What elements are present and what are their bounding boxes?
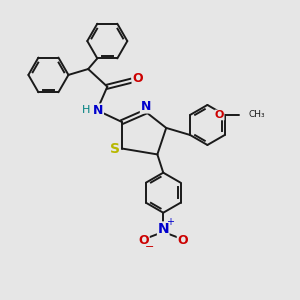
Text: −: − — [145, 242, 154, 252]
Text: O: O — [215, 110, 224, 120]
Text: N: N — [158, 222, 169, 236]
Text: +: + — [166, 218, 174, 227]
Text: N: N — [93, 104, 104, 117]
Text: H: H — [82, 105, 91, 115]
Text: O: O — [132, 72, 143, 85]
Text: S: S — [110, 142, 120, 155]
Text: N: N — [140, 100, 151, 113]
Text: O: O — [177, 234, 188, 247]
Text: O: O — [139, 234, 149, 247]
Text: CH₃: CH₃ — [248, 110, 265, 119]
